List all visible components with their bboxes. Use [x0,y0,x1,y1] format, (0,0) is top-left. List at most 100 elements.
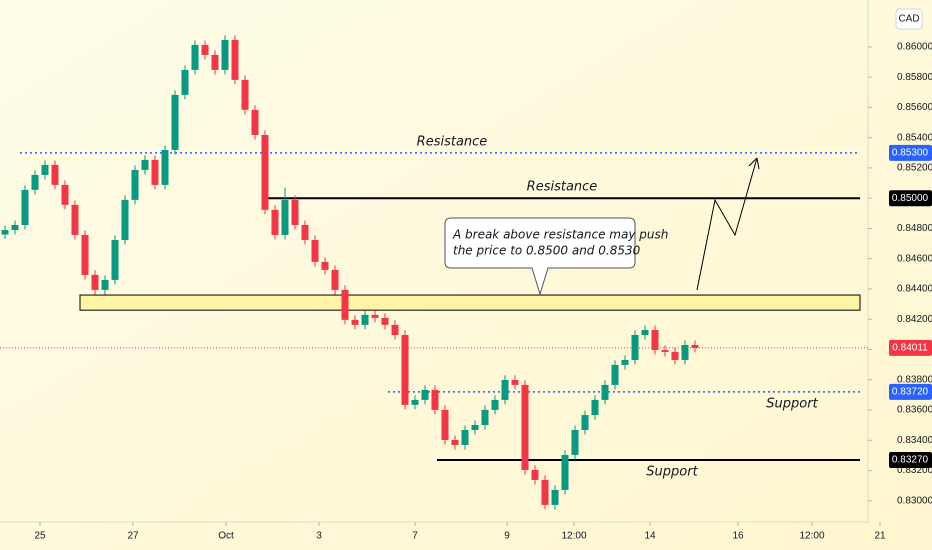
price-tag-label: 0.84011 [892,342,928,353]
candle-body [351,319,359,325]
candle-body [591,399,599,416]
candle-body [471,425,479,431]
candle-body [281,199,289,235]
arrow-head [748,157,760,170]
candle-body [681,344,689,360]
candle-body [331,269,339,290]
price-tag [889,451,932,468]
candle-body [621,359,629,365]
price-tag-label: 0.83270 [892,455,929,466]
candle-body [31,174,39,190]
x-tick-label: 16 [732,531,744,542]
price-tag [889,190,932,207]
y-tick-label: 0.84200 [897,314,932,325]
candle-body [631,334,639,360]
x-tick-label: 21 [874,531,886,542]
x-tick-label: 14 [644,531,656,542]
y-tick-label: 0.84800 [897,223,932,234]
x-tick-label: 9 [504,531,510,542]
candle-body [311,239,319,262]
projection-arrow [696,157,758,291]
candle-body [381,317,389,325]
candle-body [181,69,189,95]
candle-body [211,54,219,70]
y-tick-label: 0.85800 [897,72,932,83]
candle-body [51,164,59,185]
candle-body [671,351,679,360]
support-resistance-zone [79,294,861,311]
candle-body [221,39,229,70]
candle-body [451,439,459,445]
candle-body [251,109,259,135]
y-tick-label: 0.83000 [897,495,932,506]
candle-body [41,164,49,175]
candle-body [101,279,109,290]
price-tag-label: 0.85000 [892,193,929,204]
candle-body [541,479,549,505]
annotation-line: the price to 0.8500 and 0.8530 [453,244,641,258]
candle-body [1,229,9,235]
price-tag-label: 0.85300 [892,147,929,158]
candle-body [521,384,529,470]
candle-body [611,364,619,385]
candle-body [151,159,159,185]
x-tick-label: Oct [218,531,234,542]
y-tick-label: 0.83600 [897,405,932,416]
currency-box[interactable] [895,8,923,30]
y-tick-label: 0.85600 [897,102,932,113]
price-tag [889,383,932,400]
candle-body [141,159,149,170]
candle-body [421,389,429,400]
candle-body [201,44,209,55]
candle-body [231,39,239,80]
level-text: Resistance [417,134,488,149]
candle-body [501,379,509,400]
candle-body [401,334,409,405]
candle-body [361,314,369,325]
candle-body [391,324,399,335]
y-tick-label: 0.83400 [897,435,932,446]
level-text: Support [646,464,698,479]
candle-body [371,314,379,318]
y-tick-label: 0.83800 [897,374,932,385]
candle-body [261,134,269,210]
candle-body [551,489,559,505]
y-tick-label: 0.84600 [897,253,932,264]
y-tick-label: 0.85200 [897,163,932,174]
candle-body [91,274,99,290]
candle-body [61,184,69,205]
candle-body [511,379,519,385]
annotation-line: A break above resistance may push [452,228,668,242]
candle-body [661,349,669,352]
candle-body [11,224,19,230]
y-tick-label: 0.86000 [897,42,932,53]
x-tick-label: 12:00 [561,531,586,542]
x-tick-label: 27 [127,531,139,542]
candle-body [571,430,579,455]
x-tick-label: 7 [412,531,418,542]
candle-body [131,169,139,200]
level-text: Resistance [527,180,598,195]
candle-body [81,234,89,275]
candle-body [121,199,129,240]
candle-body [111,239,119,280]
candle-body [291,199,299,225]
candle-body [441,409,449,440]
x-tick-label: 3 [316,531,322,542]
currency: CAD [898,14,919,25]
candle-body [71,204,79,235]
x-tick-label: 12:00 [799,531,824,542]
candle-body [271,209,279,235]
candle-body [581,415,589,431]
candle-body [301,224,309,240]
candle-body [531,469,539,480]
candle-body [411,399,419,405]
price-tag [889,144,932,161]
y-tick-label: 0.84400 [897,284,932,295]
callout [444,217,636,296]
candle-body [171,94,179,150]
candle-body [431,389,439,410]
candle-body [481,409,489,426]
candle-body [561,454,569,490]
